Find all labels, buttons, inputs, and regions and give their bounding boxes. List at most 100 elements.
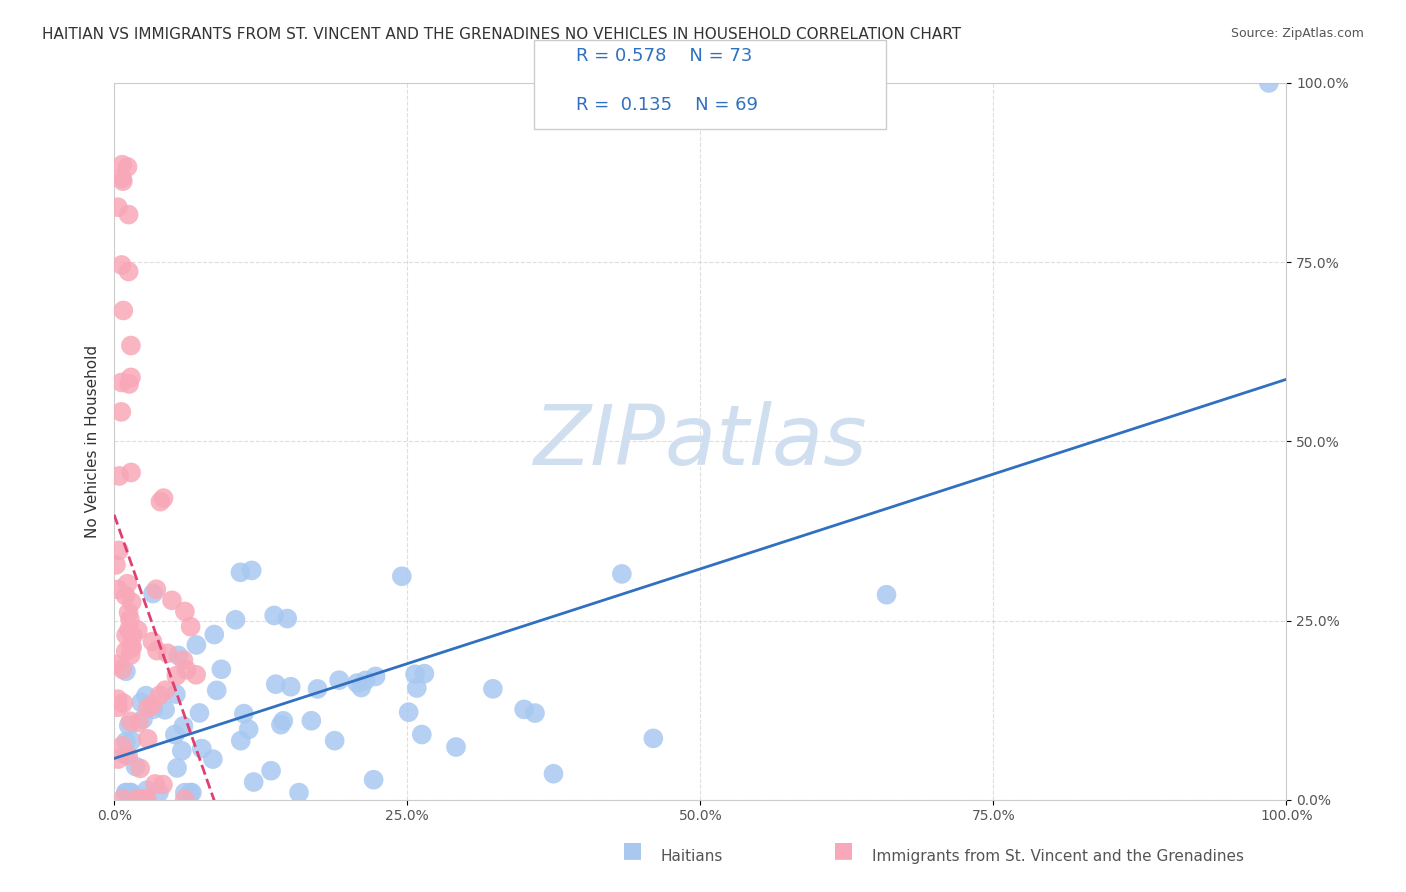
Point — [156, 646, 179, 660]
Point — [143, 777, 166, 791]
Point — [513, 702, 536, 716]
Point — [323, 733, 346, 747]
Point — [120, 648, 142, 662]
Point — [160, 593, 183, 607]
Point — [129, 761, 152, 775]
Point — [117, 748, 139, 763]
Point — [152, 491, 174, 505]
Y-axis label: No Vehicles in Household: No Vehicles in Household — [86, 345, 100, 538]
Point — [242, 775, 264, 789]
Point — [482, 681, 505, 696]
Point — [180, 620, 202, 634]
Point — [411, 727, 433, 741]
Point — [118, 718, 141, 732]
Point — [263, 608, 285, 623]
Point — [191, 741, 214, 756]
Point — [201, 752, 224, 766]
Point — [115, 628, 138, 642]
Point — [115, 786, 138, 800]
Point — [232, 706, 254, 721]
Point — [118, 612, 141, 626]
Point — [117, 160, 139, 174]
Point — [118, 376, 141, 391]
Point — [115, 734, 138, 748]
Point — [115, 786, 138, 800]
Point — [176, 663, 198, 677]
Point — [136, 701, 159, 715]
Point — [121, 595, 143, 609]
Point — [202, 627, 225, 641]
Point — [173, 786, 195, 800]
Point — [107, 700, 129, 714]
Point — [107, 752, 129, 766]
Point — [120, 786, 142, 800]
Point — [350, 681, 373, 695]
Point — [145, 582, 167, 597]
Point — [172, 653, 194, 667]
Point — [205, 683, 228, 698]
Point — [128, 715, 150, 730]
Point — [148, 786, 170, 800]
Point — [260, 764, 283, 778]
Point — [117, 606, 139, 620]
Point — [354, 673, 377, 688]
Point — [276, 611, 298, 625]
Text: R = 0.578    N = 73: R = 0.578 N = 73 — [576, 47, 752, 65]
Point — [404, 667, 426, 681]
Point — [149, 689, 172, 703]
Point — [328, 673, 350, 688]
Point — [112, 696, 135, 710]
Point — [209, 662, 232, 676]
Point — [132, 792, 155, 806]
Point — [117, 208, 139, 222]
Point — [240, 563, 263, 577]
Point — [135, 783, 157, 797]
Point — [114, 644, 136, 658]
Point — [108, 543, 131, 558]
Point — [110, 405, 132, 419]
Point — [142, 586, 165, 600]
Point — [118, 623, 141, 637]
Point — [107, 582, 129, 597]
Point — [125, 792, 148, 806]
Point — [165, 687, 187, 701]
Point — [115, 747, 138, 762]
Point — [120, 640, 142, 654]
Point — [111, 174, 134, 188]
Point — [179, 786, 201, 800]
Point — [270, 717, 292, 731]
Point — [120, 714, 142, 729]
Point — [120, 370, 142, 384]
Point — [134, 792, 156, 806]
Point — [364, 669, 387, 683]
Point — [288, 786, 311, 800]
Point — [188, 706, 211, 720]
Point — [163, 728, 186, 742]
Point — [225, 613, 247, 627]
Point — [186, 667, 208, 681]
Point — [141, 698, 163, 712]
Text: Source: ZipAtlas.com: Source: ZipAtlas.com — [1230, 27, 1364, 40]
Text: ZIPatlas: ZIPatlas — [533, 401, 868, 482]
Text: Haitians: Haitians — [661, 849, 723, 863]
Point — [104, 657, 127, 672]
Point — [299, 714, 322, 728]
Point — [124, 759, 146, 773]
Point — [104, 558, 127, 572]
Point — [112, 303, 135, 318]
Text: R =  0.135    N = 69: R = 0.135 N = 69 — [576, 96, 758, 114]
Point — [543, 766, 565, 780]
Point — [111, 171, 134, 186]
Point — [307, 681, 329, 696]
Point — [107, 200, 129, 214]
Point — [110, 376, 132, 390]
Point — [110, 258, 132, 272]
Point — [280, 680, 302, 694]
Point — [111, 158, 134, 172]
Point — [363, 772, 385, 787]
Point — [1257, 76, 1279, 90]
Point — [391, 569, 413, 583]
Point — [120, 338, 142, 352]
Point — [413, 666, 436, 681]
Point — [174, 604, 197, 618]
